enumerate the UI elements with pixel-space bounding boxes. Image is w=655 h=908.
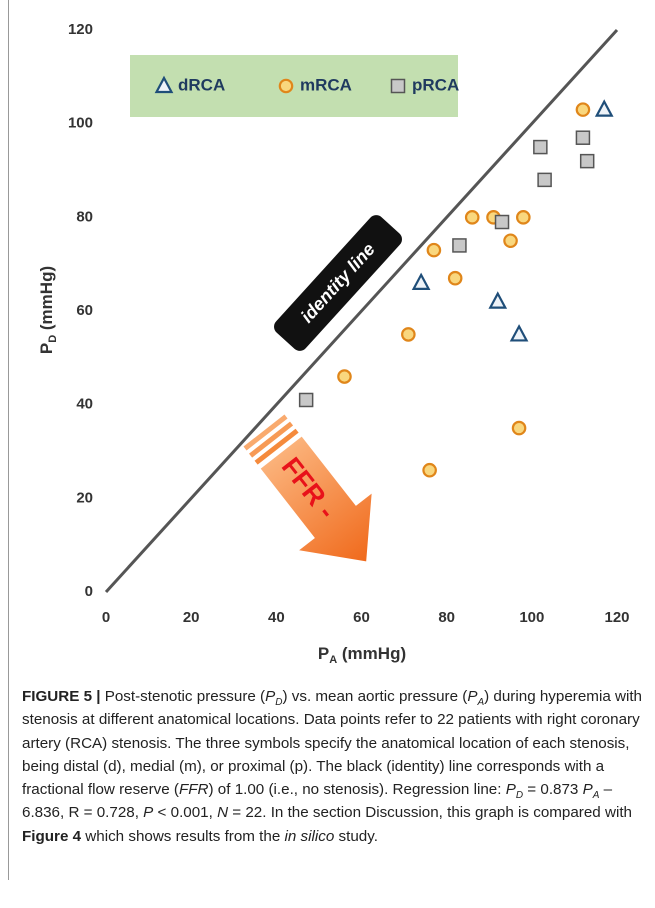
circle-point (447, 270, 463, 286)
circle-point (401, 327, 416, 342)
caption-symbol: P (467, 688, 478, 705)
x-tick-label: 100 (519, 609, 544, 626)
caption-symbol: P (505, 781, 516, 799)
triangle-point (411, 272, 431, 290)
x-label-sub: A (329, 654, 337, 666)
legend-label: mRCA (300, 75, 352, 94)
caption-symbol: N (217, 804, 229, 822)
x-tick-label: 20 (183, 609, 200, 626)
caption-symbol: P (582, 781, 593, 799)
circle-point (503, 233, 518, 249)
x-axis-label: PA (mmHg) (318, 644, 406, 665)
caption-text: ) during hyperemia with stenosis at diff… (22, 688, 642, 799)
ffr-arrow: FFR - (243, 414, 372, 562)
identity-line (104, 28, 619, 594)
square-point (575, 130, 591, 145)
figure-frame (8, 0, 9, 880)
y-tick-label: 60 (76, 302, 93, 319)
caption-subscript: D (275, 697, 283, 709)
chart: PA (mmHg) PD (mmHg) FFR - 02040608010012… (37, 21, 629, 666)
caption-text: – 6.836, R = 0.728, (22, 781, 613, 822)
circle-point (464, 210, 480, 225)
y-label-main: P (37, 343, 56, 354)
y-tick-label: 120 (68, 21, 93, 38)
y-tick-label: 0 (85, 583, 93, 600)
x-label-unit: (mmHg) (337, 644, 406, 663)
legend-label: pRCA (412, 75, 459, 94)
triangle-point (594, 99, 614, 117)
x-tick-label: 60 (353, 609, 370, 626)
caption-symbol: P (265, 688, 276, 705)
identity-label-text: identity line (297, 239, 379, 326)
caption-subscript: A (592, 790, 600, 802)
square-point (579, 153, 595, 169)
y-tick-label: 40 (76, 396, 93, 413)
caption-text: study. (334, 827, 378, 845)
square-point (537, 172, 552, 188)
triangle-point (488, 291, 508, 309)
circle-point (575, 102, 591, 117)
circle-point (511, 420, 527, 436)
caption-text: = 22. In the section Discussion, this gr… (228, 804, 632, 822)
y-tick-label: 80 (76, 208, 93, 225)
circle-point (516, 210, 531, 225)
triangle-point (154, 75, 174, 94)
caption-text: = 0.873 (523, 781, 583, 799)
square-point (298, 392, 314, 408)
caption-subscript: A (477, 697, 485, 709)
square-point (494, 214, 510, 230)
caption-label: FIGURE 5 | (22, 688, 101, 705)
legend-label: dRCA (178, 75, 225, 94)
x-tick-label: 40 (268, 609, 285, 626)
identity-label-box (274, 215, 402, 351)
caption-text: Post-stenotic pressure ( (100, 688, 266, 705)
circle-point (278, 78, 294, 94)
caption-text: < 0.001, (153, 804, 218, 822)
caption-figure-ref: Figure 4 (22, 827, 82, 845)
square-point (390, 78, 406, 94)
figure-caption: FIGURE 5 | Post-stenotic pressure (PD) v… (22, 685, 644, 848)
x-tick-label: 80 (438, 609, 455, 626)
square-point (533, 139, 548, 155)
square-point (452, 238, 467, 253)
y-label-unit: (mmHg) (37, 266, 56, 335)
caption-text: which shows results from the (81, 827, 285, 845)
caption-symbol: P (143, 804, 154, 822)
caption-text: ) of 1.00 (i.e., no stenosis). Regressio… (208, 781, 506, 799)
y-label-sub: D (47, 335, 59, 343)
circle-point (422, 462, 437, 478)
circle-point (426, 242, 442, 258)
x-label-main: P (318, 644, 329, 663)
circle-point (337, 369, 352, 384)
caption-emphasis: in silico (284, 827, 335, 845)
caption-text: ) vs. mean aortic pressure ( (282, 688, 468, 705)
y-tick-label: 100 (68, 115, 93, 132)
x-tick-label: 120 (604, 609, 629, 626)
y-axis-label: PD (mmHg) (37, 266, 58, 354)
x-tick-label: 0 (102, 609, 110, 626)
triangle-point (509, 324, 529, 342)
caption-subscript: D (515, 790, 524, 802)
y-tick-label: 20 (76, 489, 93, 506)
caption-symbol: FFR (179, 781, 209, 799)
